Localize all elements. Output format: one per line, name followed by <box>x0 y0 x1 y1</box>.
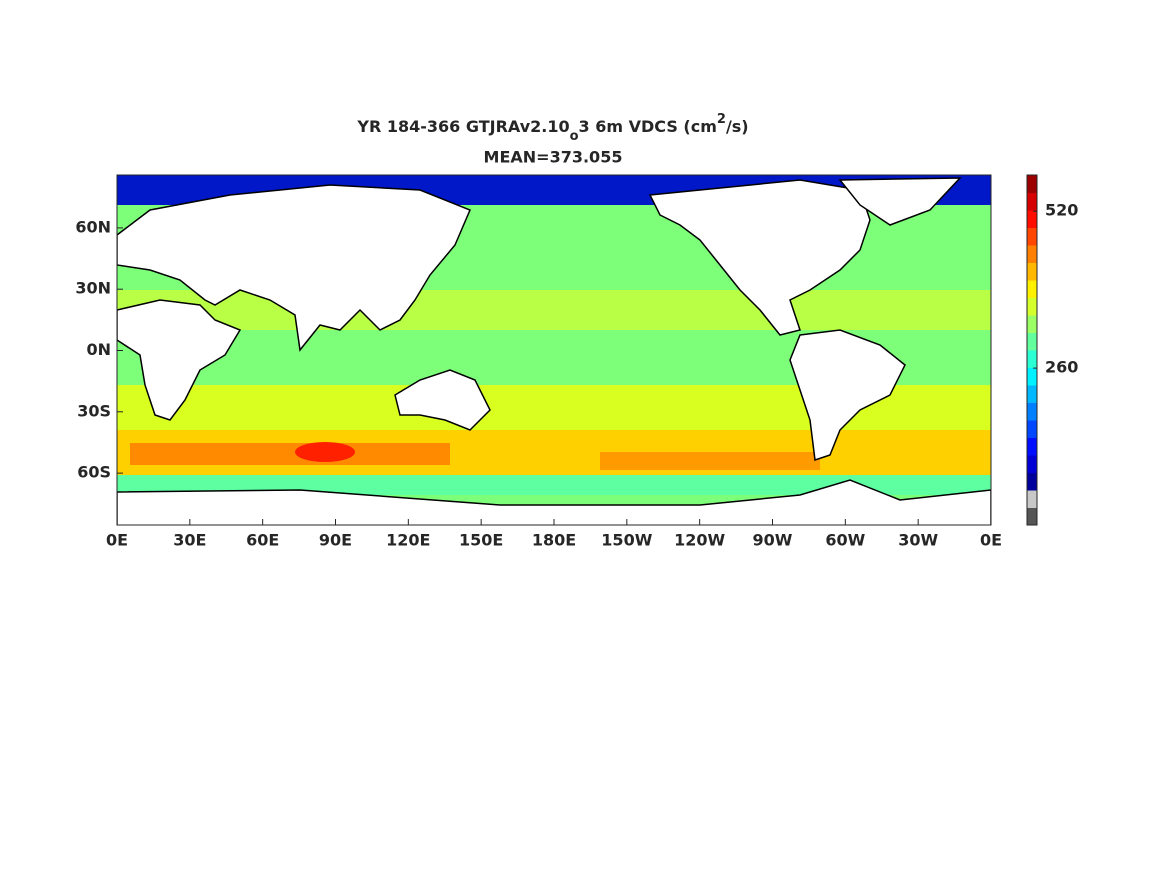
x-tick-label: 90E <box>319 531 352 550</box>
x-tick-label: 30W <box>898 531 938 550</box>
title-text: 3 6m VDCS (cm <box>579 117 717 136</box>
title-text: YR 184-366 GTJRAv2.10 <box>356 117 569 136</box>
australia <box>394 369 491 431</box>
greenland <box>838 177 962 226</box>
x-tick-label: 0E <box>980 531 1002 550</box>
colorbar-block <box>1027 175 1037 193</box>
colorbar-block <box>1027 262 1037 281</box>
x-tick-label: 150E <box>459 531 503 550</box>
y-tick-label: 30N <box>75 279 111 298</box>
ocean-band <box>600 452 820 470</box>
ocean-band <box>117 290 991 330</box>
colorbar-frame <box>1026 174 1038 526</box>
ocean-band <box>130 443 450 465</box>
colorbar-block <box>1027 350 1037 368</box>
colorbar-block <box>1027 192 1037 211</box>
colorbar-tick-label: 260 <box>1045 358 1078 377</box>
y-tick-label: 60S <box>77 463 111 482</box>
colorbar-block <box>1027 315 1037 333</box>
subtitle: MEAN=373.055 <box>484 148 623 167</box>
colorbar-block <box>1027 437 1037 456</box>
x-tick-label: 120E <box>386 531 430 550</box>
ocean-max <box>295 442 355 462</box>
antarctica <box>117 479 991 525</box>
x-tick-label: 180E <box>532 531 576 550</box>
colorbar-block <box>1027 280 1037 298</box>
x-tick-label: 60W <box>825 531 865 550</box>
colorbar <box>1027 175 1037 525</box>
title-subscript: o <box>570 129 579 144</box>
ocean-band <box>117 475 991 495</box>
land <box>117 177 991 525</box>
africa <box>117 299 242 421</box>
x-tick-label: 0E <box>106 531 128 550</box>
title-text: /s) <box>726 117 749 136</box>
x-tick-label: 120W <box>674 531 725 550</box>
colorbar-block <box>1027 455 1037 473</box>
y-tick-label: 0N <box>86 340 111 359</box>
x-tick-label: 60E <box>246 531 279 550</box>
colorbar-block <box>1027 210 1037 228</box>
colorbar-block <box>1027 332 1037 351</box>
map-field <box>117 175 991 525</box>
colorbar-block <box>1027 367 1037 386</box>
colorbar-block <box>1027 490 1037 508</box>
title-superscript: 2 <box>717 112 726 127</box>
y-tick-label: 30S <box>77 401 111 420</box>
colorbar-block <box>1027 385 1037 403</box>
eurasia <box>117 184 471 352</box>
colorbar-block <box>1027 402 1037 421</box>
south-america <box>789 329 906 462</box>
title: YR 184-366 GTJRAv2.10o3 6m VDCS (cm2/s) <box>356 112 748 144</box>
colorbar-tick-label: 520 <box>1045 201 1078 220</box>
colorbar-block <box>1027 420 1037 438</box>
x-tick-label: 90W <box>753 531 793 550</box>
colorbar-block <box>1027 227 1037 246</box>
colorbar-block <box>1027 472 1037 491</box>
colorbar-block <box>1027 245 1037 263</box>
x-tick-label: 150W <box>601 531 652 550</box>
y-tick-label: 60N <box>75 217 111 236</box>
colorbar-block <box>1027 508 1037 525</box>
colorbar-block <box>1027 297 1037 316</box>
x-tick-label: 30E <box>173 531 206 550</box>
